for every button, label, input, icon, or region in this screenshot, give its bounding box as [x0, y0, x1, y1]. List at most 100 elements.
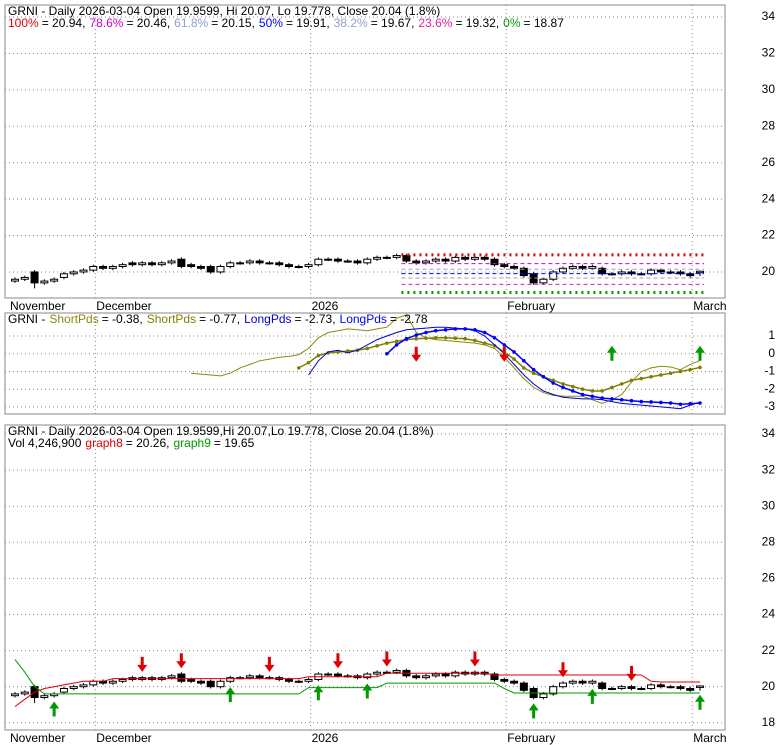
y-tick-label: 26	[762, 155, 776, 169]
candle-body	[647, 269, 656, 275]
series-marker	[531, 367, 536, 372]
y-tick-label: -3	[764, 399, 775, 413]
candle-body	[314, 258, 323, 266]
series-marker	[561, 385, 565, 390]
legend-part: = -0.77,	[199, 312, 240, 326]
buy-signal	[49, 701, 60, 717]
series-marker	[619, 382, 624, 386]
series-marker	[453, 327, 458, 331]
chart-title: GRNI - Daily 2026-03-04 Open 19.9599,Hi …	[8, 424, 434, 438]
y-tick-label: 34	[762, 9, 776, 23]
series-marker	[570, 389, 575, 393]
series-marker	[570, 384, 575, 389]
candle-body	[206, 680, 215, 688]
candle-body	[510, 680, 519, 684]
grid	[5, 425, 725, 730]
legend-part: = -2.78	[390, 312, 428, 326]
y-tick-label: 18	[762, 715, 776, 729]
fib-legend-part: = 18.87	[524, 16, 565, 30]
candle-body	[206, 265, 215, 273]
y-tick-label: 24	[762, 607, 776, 621]
candle-body	[539, 278, 548, 284]
legend-part: Vol 4,246,900	[8, 436, 82, 450]
candle-body	[549, 686, 558, 695]
fib-legend-part: = 19.32,	[455, 16, 499, 30]
x-tick-label: December	[96, 731, 151, 745]
y-tick-label: 20	[762, 679, 776, 693]
series-marker	[580, 387, 585, 391]
fib-legend-part: 0%	[503, 16, 521, 30]
x-tick-label: 2026	[312, 731, 339, 745]
y-tick-label: -1	[764, 364, 775, 378]
candle-body	[324, 673, 333, 676]
series-marker	[463, 327, 467, 331]
y-tick-label: 30	[762, 82, 776, 96]
series-marker	[482, 330, 487, 335]
candle-body	[686, 687, 695, 691]
candle-body	[157, 262, 166, 266]
candle-body	[598, 682, 607, 689]
candle-body	[373, 671, 382, 675]
candle-body	[656, 684, 665, 688]
series-line	[14, 659, 700, 695]
sell-signal	[469, 651, 480, 667]
candle-body	[304, 264, 313, 267]
candle-body	[196, 680, 205, 684]
candle-body	[559, 267, 567, 273]
series-marker	[590, 389, 595, 393]
candle-body	[324, 258, 333, 261]
candle-body	[363, 258, 372, 264]
candle-body	[89, 680, 98, 686]
series-marker	[404, 336, 409, 341]
legend-part: LongPds	[340, 312, 387, 326]
candle-body	[363, 673, 372, 679]
series-marker	[629, 378, 634, 383]
candle-body	[441, 673, 450, 677]
candle-body	[510, 265, 519, 269]
candle-body	[128, 262, 137, 266]
candle-body	[500, 264, 509, 267]
y-tick-label: 26	[762, 571, 776, 585]
series-marker	[522, 359, 526, 363]
fib-legend: 100% = 20.94, 78.6% = 20.46, 61.8% = 20.15, 50…	[8, 16, 564, 30]
y-tick-label: 24	[762, 191, 776, 205]
candle-body	[265, 262, 274, 265]
candle-body	[177, 673, 186, 682]
series-marker	[394, 339, 399, 344]
legend: Vol 4,246,900 graph8 = 20.26, graph9 = 19.65	[8, 436, 255, 450]
candle-body	[568, 680, 577, 684]
candle-body	[285, 678, 293, 682]
series-marker	[688, 367, 693, 372]
series-marker	[433, 336, 438, 340]
candle-body	[490, 673, 499, 680]
series-marker	[443, 336, 448, 340]
chart-title: GRNI - Daily 2026-03-04 Open 19.9599, Hi…	[8, 4, 440, 18]
series-marker	[698, 365, 702, 370]
series-marker	[482, 341, 487, 345]
legend-part: = 19.65	[214, 436, 255, 450]
candle-body	[216, 265, 225, 273]
candle-body	[20, 276, 29, 280]
candle-body	[676, 271, 685, 275]
series-marker	[600, 396, 604, 400]
x-tick-label: February	[507, 731, 555, 745]
candle-body	[559, 682, 567, 688]
series-marker	[492, 336, 497, 340]
candle-body	[216, 680, 225, 688]
series-marker	[639, 376, 644, 381]
candle-body	[451, 671, 460, 677]
panel-frame	[4, 312, 726, 415]
series-marker	[551, 378, 556, 383]
candle-body	[382, 256, 391, 259]
series-marker	[522, 366, 526, 370]
buy-signal	[695, 694, 705, 710]
candle-body	[588, 265, 597, 269]
buy-signal	[313, 685, 324, 701]
series-marker	[698, 401, 702, 405]
series-marker	[659, 373, 663, 377]
series-marker	[453, 336, 458, 340]
fib-legend-part: 23.6%	[418, 16, 452, 30]
candle-body	[304, 678, 313, 682]
buy-signal	[528, 703, 539, 719]
grid	[5, 5, 725, 298]
